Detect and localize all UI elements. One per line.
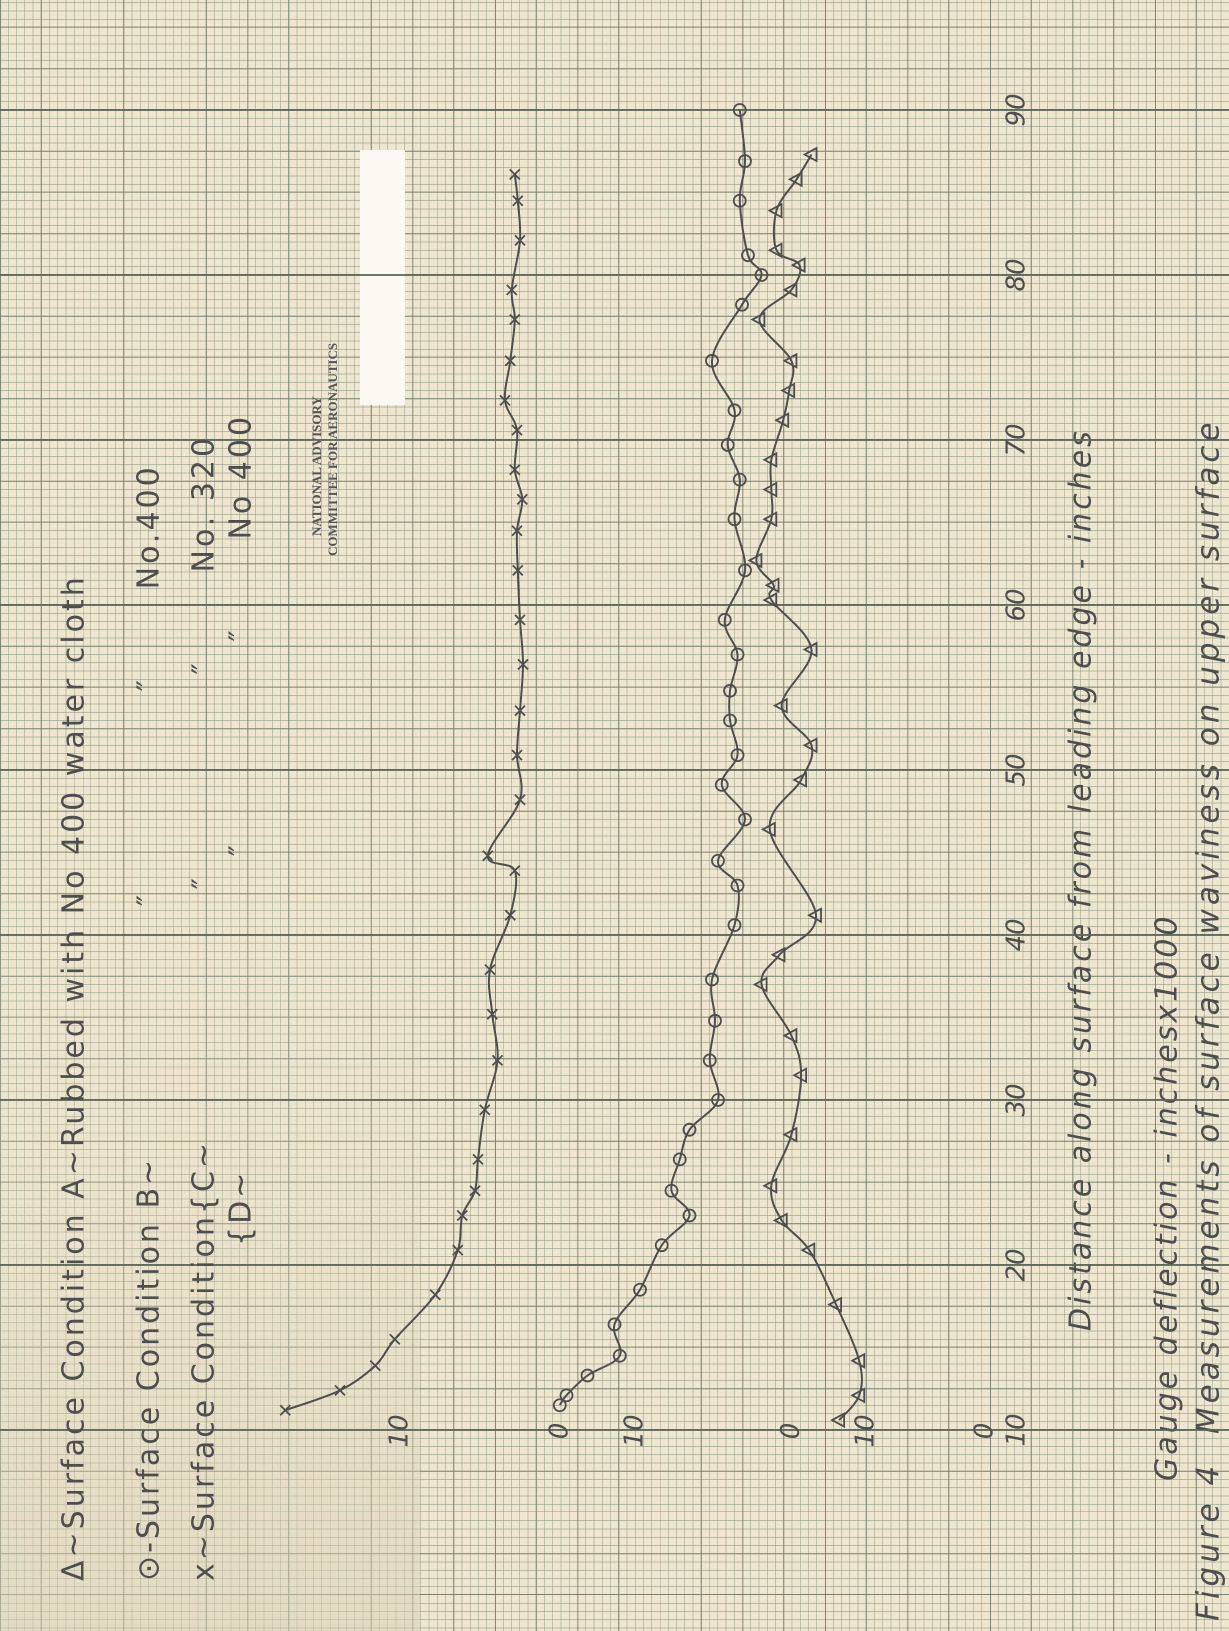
x-tick-label: 80 — [1002, 258, 1032, 291]
y-tick-label: 0 — [970, 1423, 1000, 1440]
chart: NATIONAL ADVISORY COMMITTEE FOR AERONAUT… — [0, 0, 1229, 1631]
x-tick-label: 40 — [1002, 918, 1032, 951]
x-tick-label: 10 — [1002, 1413, 1032, 1446]
legend-entry: {D~ ″ ″ No 400 — [224, 414, 259, 1246]
stamp-line: COMMITTEE FOR AERONAUTICS — [325, 343, 340, 556]
x-axis-label: Distance along surface from leading edge… — [1064, 428, 1099, 1331]
x-tick-label: 70 — [1002, 423, 1032, 456]
stamp-line: NATIONAL ADVISORY — [309, 396, 324, 536]
rotated-sheet: NATIONAL ADVISORY COMMITTEE FOR AERONAUT… — [0, 0, 1229, 1631]
y-tick-label: 10 — [619, 1414, 649, 1447]
x-tick-label: 60 — [1002, 588, 1032, 621]
x-tick-label: 90 — [1002, 93, 1032, 126]
y-tick-label: 10 — [850, 1414, 880, 1447]
page: {"chart_data": [ {"type": "line", "title… — [0, 0, 1229, 1631]
x-tick-label: 30 — [1002, 1083, 1032, 1116]
y-axis-label: Gauge deflection - inchesx1000 — [1150, 914, 1185, 1481]
caption: Figure 4 Measurements of surface wavines… — [1191, 419, 1227, 1621]
x-tick-label: 50 — [1002, 753, 1032, 786]
legend-entry: ⊙-Surface Condition B~ ″ ″ No.400 — [132, 464, 167, 1581]
y-tick-label: 0 — [544, 1423, 574, 1440]
y-tick-label: 10 — [385, 1414, 415, 1447]
stamp-box — [360, 150, 405, 405]
legend-entry: Δ~Surface Condition A~Rubbed with No 400… — [57, 574, 92, 1581]
legend-entry: x~Surface Condition{C~ ″ ″ No. 320 — [187, 435, 222, 1581]
x-tick-label: 20 — [1002, 1248, 1032, 1281]
y-tick-label: 0 — [776, 1423, 806, 1440]
